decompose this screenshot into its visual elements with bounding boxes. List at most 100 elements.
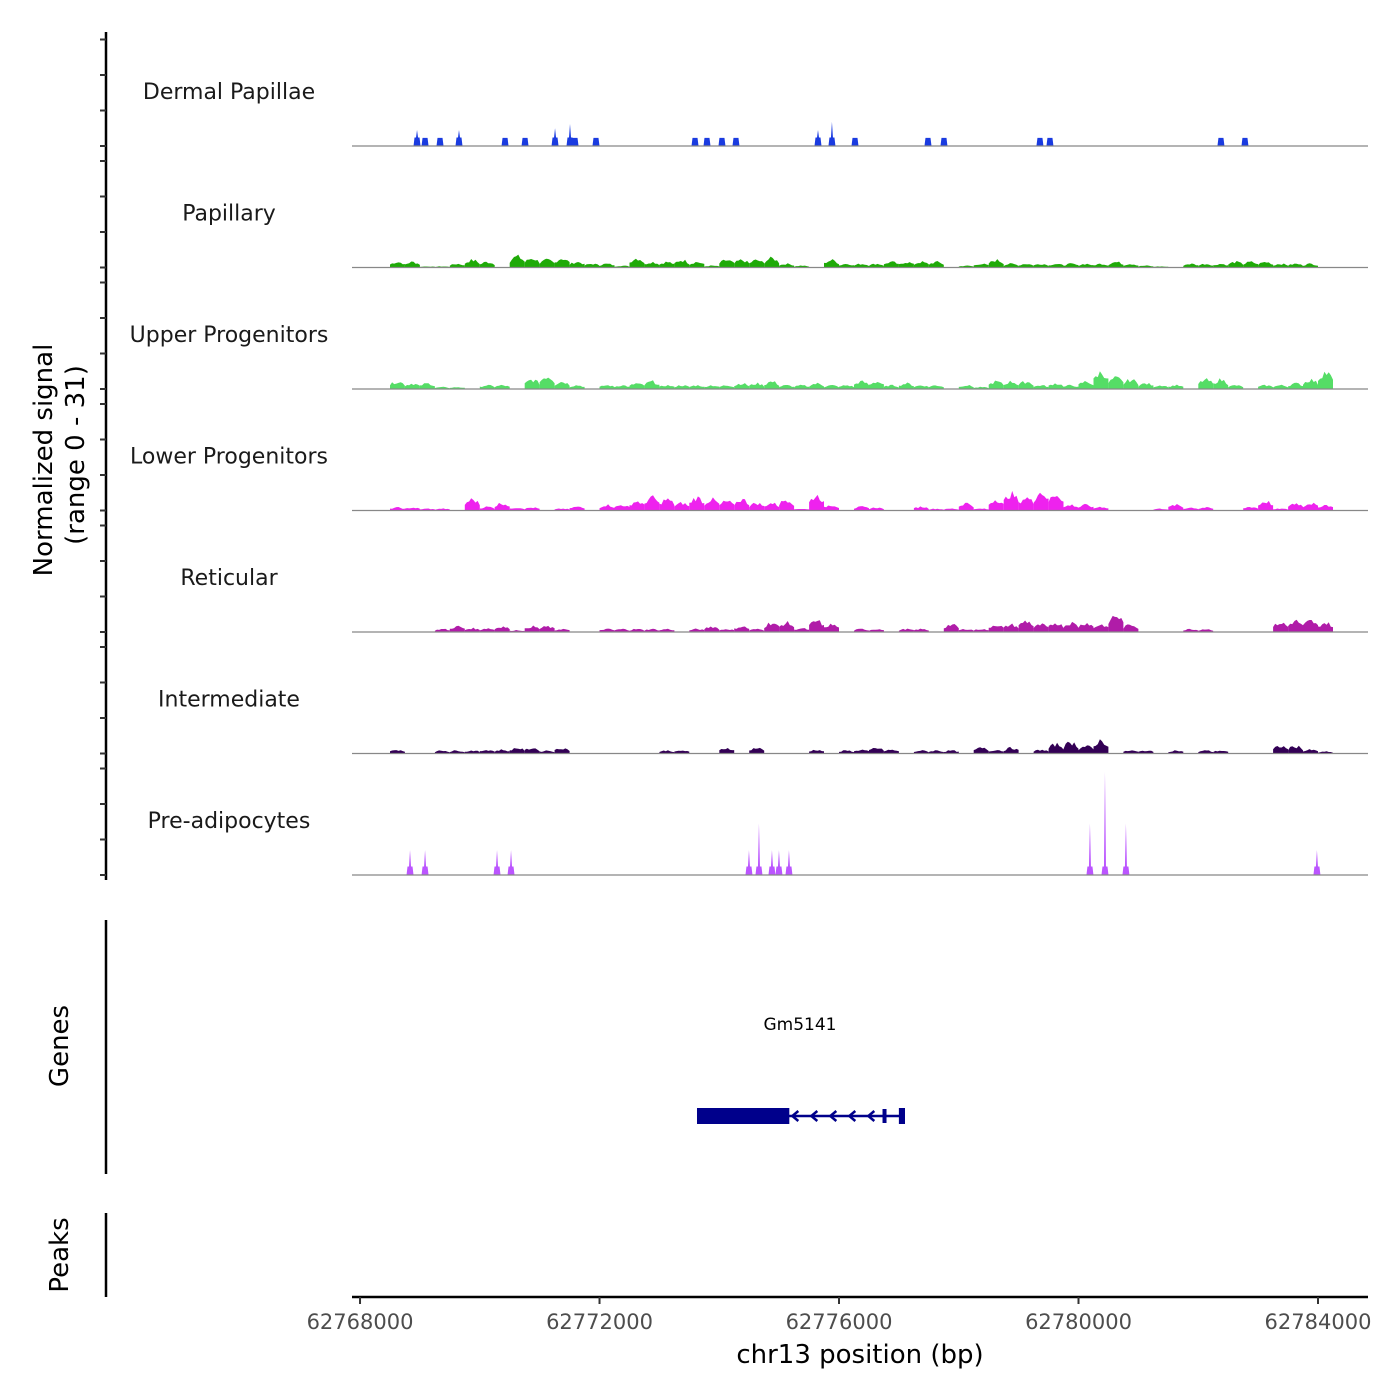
y-axis xyxy=(100,32,108,880)
signal-peak xyxy=(436,137,444,146)
signal-bin xyxy=(1108,615,1124,632)
signal-bin xyxy=(1033,492,1049,511)
signal-bin xyxy=(734,259,750,268)
signal-bin xyxy=(734,626,750,632)
signal-bin xyxy=(1093,371,1109,389)
signal-bin xyxy=(913,385,929,389)
signal-peak xyxy=(521,137,529,146)
signal-bin xyxy=(1303,502,1318,511)
signal-bin xyxy=(869,382,884,389)
gene-exon xyxy=(898,1108,905,1124)
signal-peak xyxy=(507,850,515,875)
signal-bin xyxy=(854,628,869,632)
signal-peak xyxy=(851,137,859,146)
signal-bin xyxy=(1273,746,1289,754)
signal-bin xyxy=(898,262,914,268)
signal-bin xyxy=(839,385,854,389)
signal-bin xyxy=(1198,507,1214,511)
signal-bin xyxy=(674,502,690,511)
signal-bin xyxy=(1183,263,1199,268)
signal-peak xyxy=(732,137,740,146)
signal-bin xyxy=(629,383,645,389)
signal-bin xyxy=(1123,379,1139,389)
signal-bin xyxy=(869,507,884,511)
signal-bin xyxy=(659,750,675,754)
signal-bin xyxy=(659,385,675,389)
signal-bin xyxy=(1063,263,1079,268)
signal-bin xyxy=(913,261,929,268)
signal-bin xyxy=(749,628,765,632)
signal-bin xyxy=(689,496,705,511)
signal-bin xyxy=(674,750,690,754)
signal-bin xyxy=(1318,505,1333,511)
signal-bin xyxy=(1288,503,1303,511)
signal-bin xyxy=(1303,263,1318,268)
signal-bin xyxy=(1063,384,1079,389)
signal-peak xyxy=(755,823,763,875)
signal-bin xyxy=(1033,749,1049,754)
signal-bin xyxy=(689,385,705,389)
signal-bin xyxy=(629,628,645,632)
signal-bin xyxy=(734,383,750,389)
signal-bin xyxy=(419,383,435,389)
signal-peak xyxy=(768,850,776,875)
signal-bin xyxy=(764,502,780,511)
signal-bin xyxy=(524,748,540,754)
signal-bin xyxy=(883,384,899,389)
signal-bin xyxy=(599,504,615,511)
signal-peak xyxy=(421,137,429,146)
signal-bin xyxy=(539,750,555,754)
signal-peak xyxy=(592,137,600,146)
signal-bin xyxy=(1108,261,1124,268)
signal-bin xyxy=(509,748,525,754)
signal-bin xyxy=(464,750,480,754)
signal-bin xyxy=(659,261,675,268)
signal-peak xyxy=(775,850,783,875)
signal-bin xyxy=(1288,619,1303,632)
signal-bin xyxy=(898,628,914,632)
signal-bin xyxy=(988,500,1004,511)
signal-bin xyxy=(854,263,869,268)
signal-peak xyxy=(703,137,711,146)
signal-bin xyxy=(390,750,405,754)
genes-axis-title: Genes xyxy=(45,1005,75,1087)
signal-bin xyxy=(913,750,929,754)
signal-bin xyxy=(749,382,765,389)
signal-bin xyxy=(1303,620,1318,632)
signal-bin xyxy=(464,259,480,268)
strand-arrow-icon xyxy=(809,1110,819,1122)
x-axis-title: chr13 position (bp) xyxy=(736,1340,983,1370)
signal-bin xyxy=(1093,739,1109,754)
signal-bin xyxy=(1183,507,1199,511)
signal-bin xyxy=(809,749,824,754)
signal-peak xyxy=(940,137,948,146)
signal-bin xyxy=(404,383,420,389)
signal-bin xyxy=(704,497,720,511)
signal-bin xyxy=(614,385,630,389)
signal-bin xyxy=(629,258,645,268)
signal-peak xyxy=(924,137,932,146)
signal-bin xyxy=(1003,380,1019,389)
signal-bin xyxy=(479,261,495,268)
signal-bin xyxy=(569,385,585,389)
signal-bin xyxy=(1213,264,1229,268)
signal-bin xyxy=(1123,750,1139,754)
signal-bin xyxy=(854,506,869,511)
signal-bin xyxy=(869,748,884,754)
signal-bin xyxy=(1078,745,1094,754)
signal-bin xyxy=(988,750,1004,754)
signal-bin xyxy=(539,625,555,632)
signal-bin xyxy=(554,748,570,754)
signal-bin xyxy=(1063,504,1079,511)
signal-bin xyxy=(644,380,660,389)
signal-bin xyxy=(1228,385,1244,389)
signal-bin xyxy=(509,254,525,268)
track-pre-adipocytes: Pre-adipocytes xyxy=(148,772,1368,876)
track-label: Reticular xyxy=(180,566,278,591)
x-tick-label: 62772000 xyxy=(546,1310,653,1334)
signal-bin xyxy=(1318,371,1333,389)
signal-peak xyxy=(413,130,421,146)
signal-bin xyxy=(644,261,660,268)
signal-peak xyxy=(1217,137,1225,146)
